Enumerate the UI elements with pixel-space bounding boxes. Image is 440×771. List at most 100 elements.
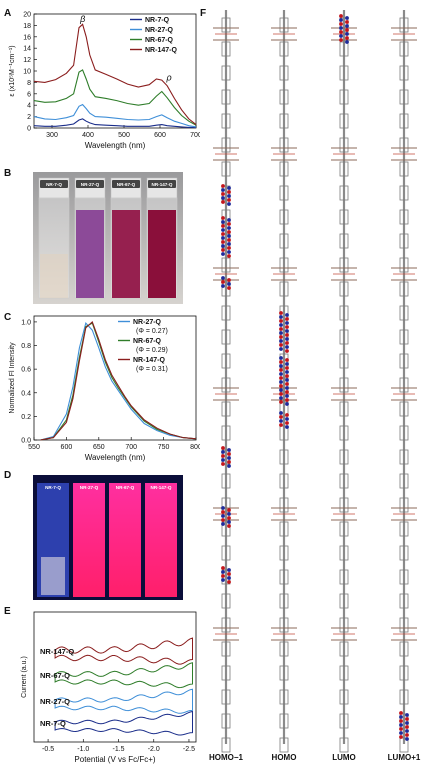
aromatic-unit [279, 713, 289, 729]
orbital-lobe [285, 325, 289, 329]
orbital-lobe [345, 32, 349, 36]
aromatic-unit [399, 353, 409, 369]
x-tick-label: 550 [28, 444, 40, 451]
orbital-lobe [227, 230, 231, 234]
aromatic-unit [221, 497, 231, 513]
series-line-nr-67-q [40, 322, 197, 441]
orbital-lobe [279, 331, 283, 335]
aromatic-unit [221, 257, 231, 273]
molecular-orbitals-panel: HOMO−1 HOMO LUMO LUMO+1 [209, 10, 421, 762]
aromatic-unit [399, 65, 409, 81]
orbital-lobe [221, 228, 225, 232]
aromatic-unit [221, 689, 231, 705]
vial-label: NR-27-Q [81, 182, 100, 187]
aromatic-unit [399, 569, 409, 585]
orbital-lobe [405, 733, 409, 737]
orbital-lobe [279, 411, 283, 415]
orbital-lobe [345, 20, 349, 24]
orbital-lobe [279, 380, 283, 384]
aromatic-unit [221, 545, 231, 561]
panel-letter-c: C [4, 312, 12, 323]
y-axis-label: Normalized Fl Intensity [9, 342, 16, 414]
orbital-lobe [221, 280, 225, 284]
aromatic-unit [279, 641, 289, 657]
orbital-lobe [221, 566, 225, 570]
aromatic-unit [279, 281, 289, 297]
vial-label: NR-67-Q [117, 182, 136, 187]
aromatic-unit [339, 281, 349, 297]
orbital-lobe [227, 254, 231, 258]
orbital-lobe [285, 386, 289, 390]
aromatic-unit [279, 401, 289, 417]
aromatic-unit [279, 65, 289, 81]
aromatic-unit [221, 713, 231, 729]
panel-letter-a: A [4, 8, 12, 19]
orbital-lobe [339, 30, 343, 34]
aromatic-unit [339, 593, 349, 609]
cv-series-label: NR-27-Q [40, 697, 70, 706]
orbital-lobe [221, 192, 225, 196]
orbital-lobe [221, 446, 225, 450]
aromatic-unit [399, 449, 409, 465]
orbital-lobe [227, 448, 231, 452]
orbital-lobe [227, 278, 231, 282]
voltammetry-chart: -0.5 -1.0 -1.5 -2.0 -2.5 Potential (V vs Fc/F… [21, 611, 197, 764]
orbital-lobe [339, 14, 343, 18]
orbital-lobe [227, 516, 231, 520]
orbital-lobe [279, 392, 283, 396]
aromatic-unit [279, 473, 289, 489]
orbital-lobe [227, 226, 231, 230]
vial-solution [148, 210, 176, 298]
orbital-lobe [221, 220, 225, 224]
aromatic-unit [339, 209, 349, 225]
orbital-lobe [221, 578, 225, 582]
aromatic-unit [221, 737, 231, 753]
orbital-lobe [227, 520, 231, 524]
orbital-lobe [227, 242, 231, 246]
cv-trace [54, 662, 193, 689]
aromatic-unit [221, 329, 231, 345]
orbital-lobe [221, 252, 225, 256]
orbital-lobe [279, 343, 283, 347]
aromatic-unit [399, 401, 409, 417]
x-tick-label: 700 [125, 444, 137, 451]
orbital-lobe [279, 360, 283, 364]
vials-uv-photo: NR-7-Q NR-27-Q NR-67-Q NR-147-Q [33, 475, 183, 600]
aromatic-unit [399, 305, 409, 321]
aromatic-unit [399, 593, 409, 609]
aromatic-unit [399, 41, 409, 57]
orbital-lobe [285, 317, 289, 321]
aromatic-unit [399, 665, 409, 681]
aromatic-unit [279, 449, 289, 465]
orbital-lobe [227, 580, 231, 584]
plot-frame [33, 315, 197, 441]
vial-label: NR-147-Q [152, 182, 173, 187]
vial-label-tag [148, 180, 176, 188]
series-line-nr-27-q [40, 321, 197, 441]
x-tick-label: 650 [93, 444, 105, 451]
legend-label: NR-147-Q [145, 47, 177, 54]
aromatic-unit [339, 137, 349, 153]
orbital-lobe [221, 506, 225, 510]
aromatic-unit [279, 185, 289, 201]
x-tick-label: 700 [190, 132, 200, 139]
orbital-lobe [221, 284, 225, 288]
orbital-lobe [221, 240, 225, 244]
panel-letter-e: E [4, 606, 11, 617]
orbital-lobe [221, 458, 225, 462]
aromatic-unit [221, 137, 231, 153]
aromatic-unit [339, 689, 349, 705]
aromatic-unit [339, 353, 349, 369]
y-tick-label: 1.0 [21, 319, 31, 326]
y-axis-label: ε (x10⁵M⁻¹cm⁻¹) [9, 45, 16, 96]
aromatic-unit [279, 209, 289, 225]
aromatic-unit [279, 89, 289, 105]
orbital-lobe [279, 339, 283, 343]
orbital-lobe [285, 394, 289, 398]
aromatic-unit [339, 545, 349, 561]
vial-label-tag [76, 180, 104, 188]
orbital-lobe [279, 388, 283, 392]
aromatic-unit [221, 65, 231, 81]
orbital-lobe [279, 315, 283, 319]
orbital-lobe [285, 341, 289, 345]
